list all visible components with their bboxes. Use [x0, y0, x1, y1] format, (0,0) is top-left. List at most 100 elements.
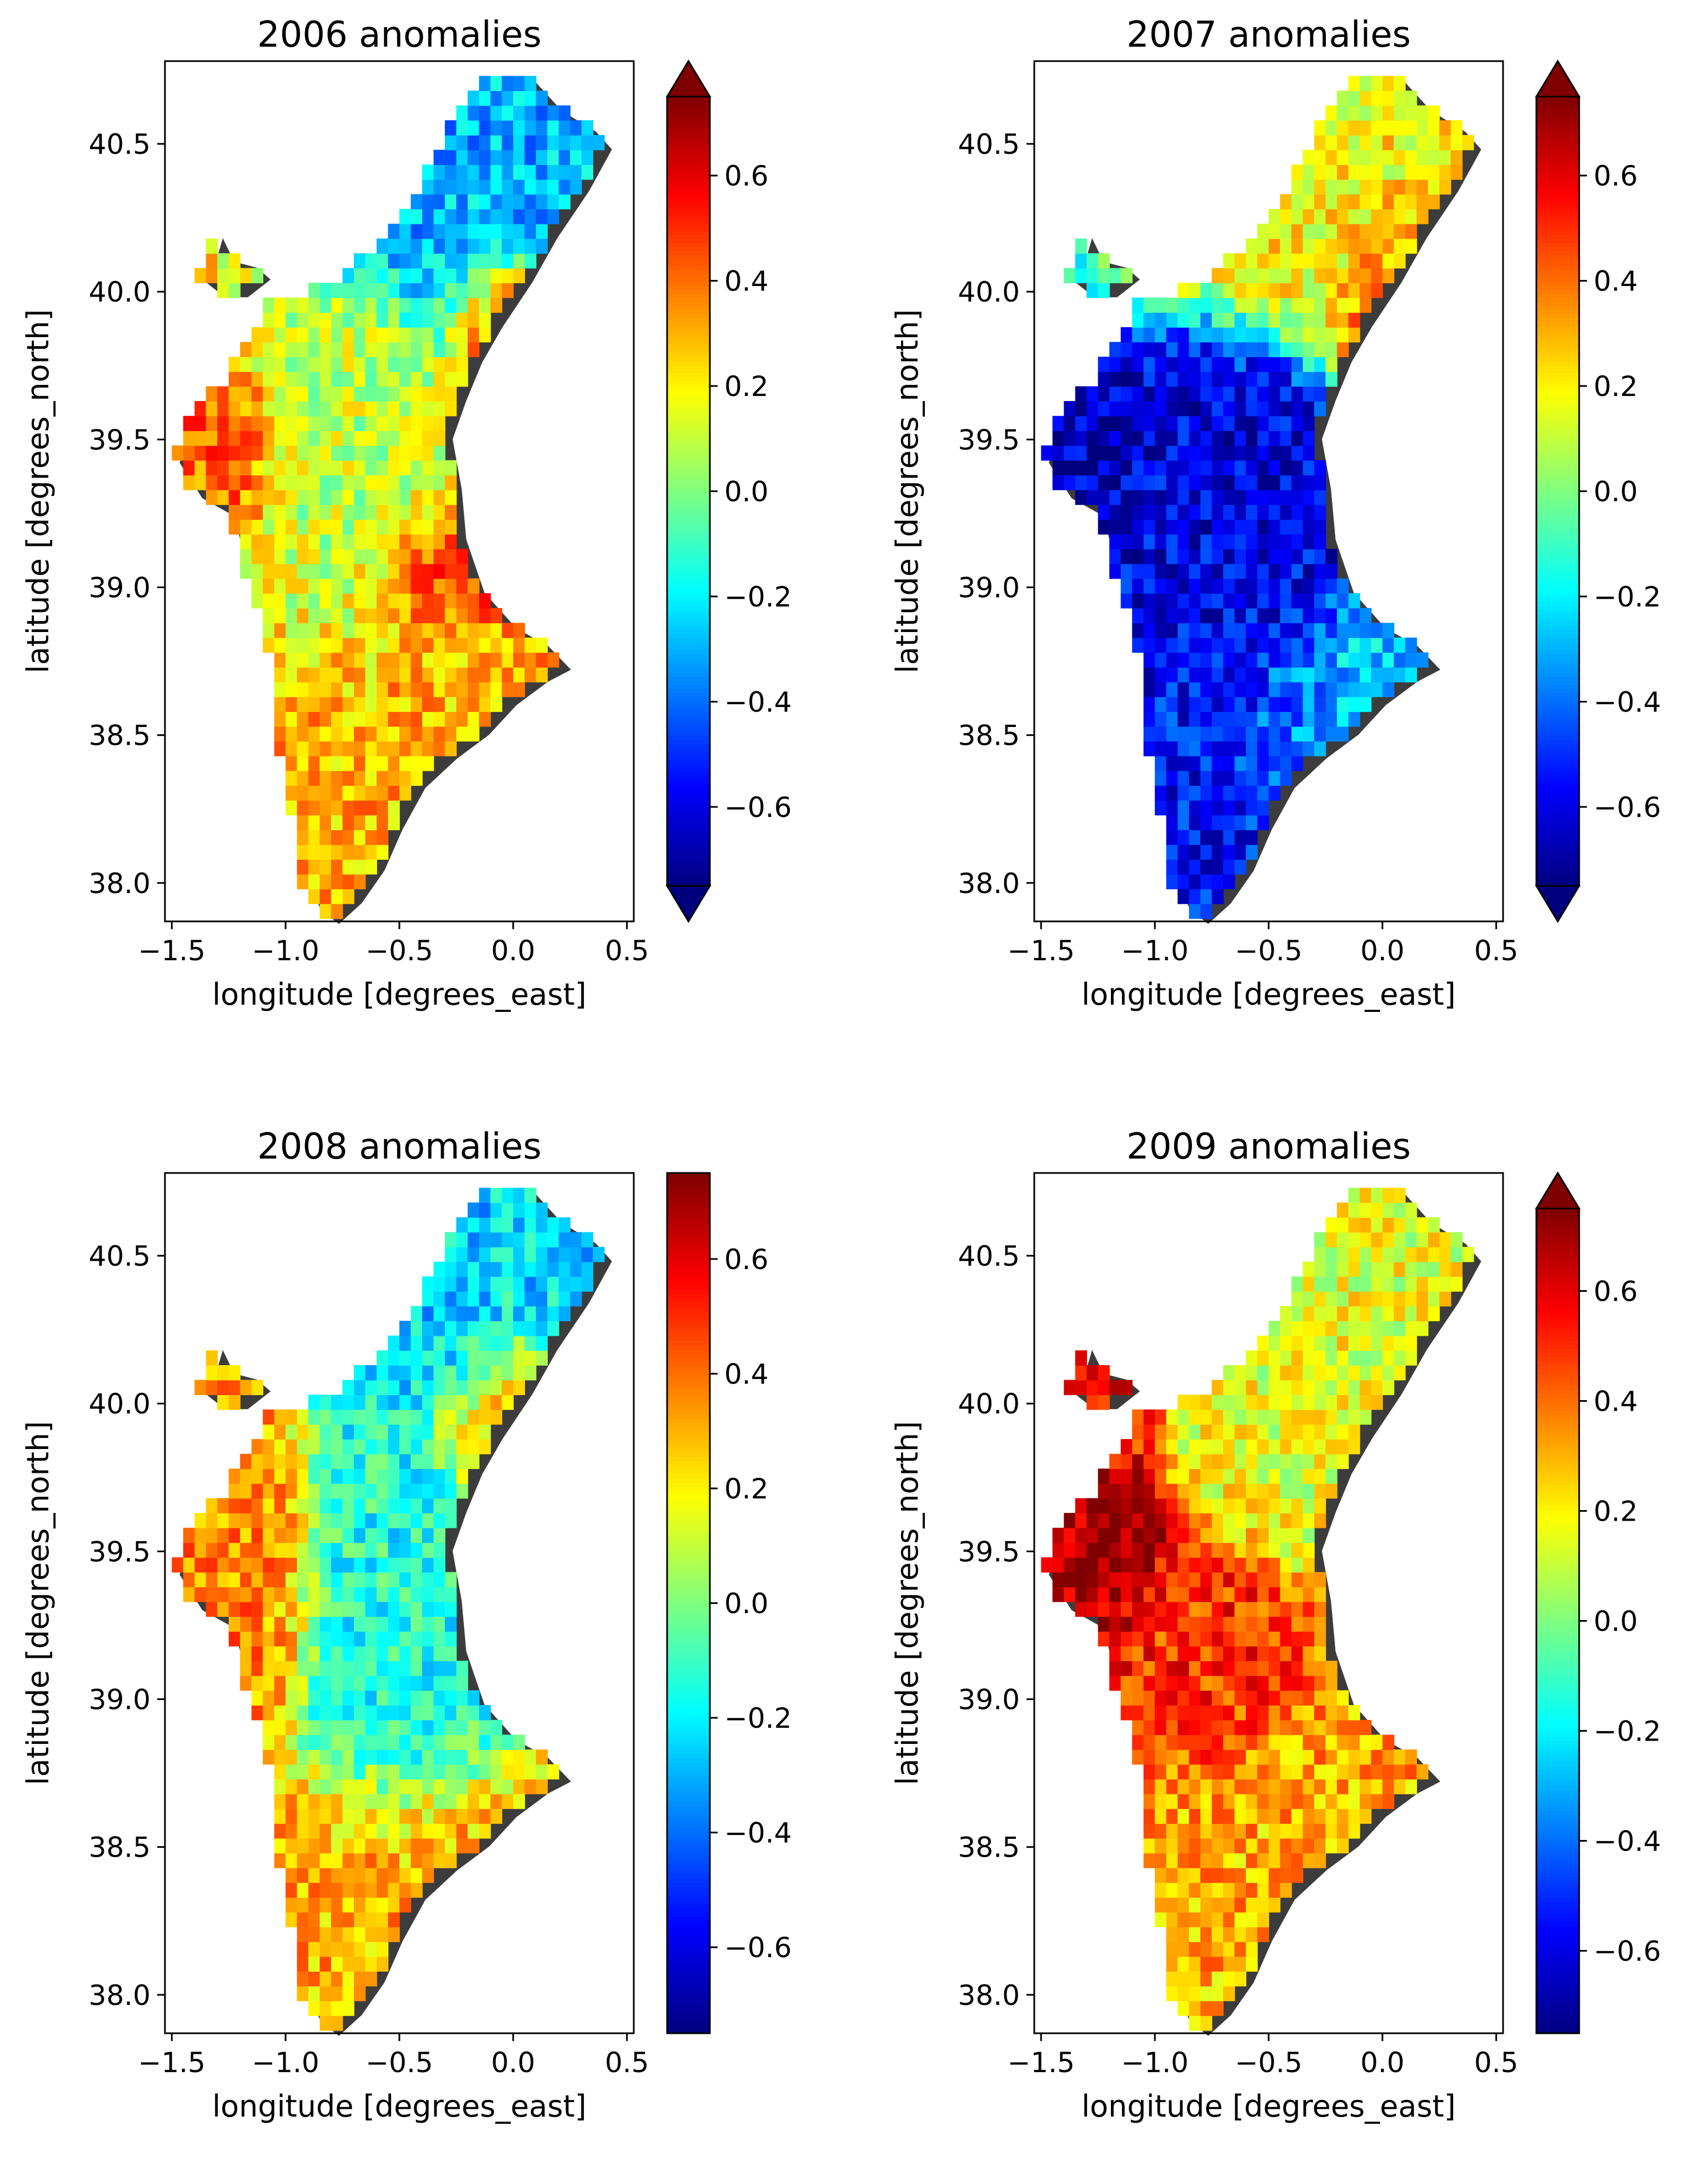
heatmap-cell: [1246, 1527, 1258, 1543]
heatmap-cell: [410, 1409, 423, 1425]
heatmap-cell: [319, 415, 332, 432]
heatmap-cell: [1166, 1779, 1178, 1794]
heatmap-cell: [1314, 1675, 1326, 1691]
heatmap-cell: [377, 741, 389, 756]
heatmap-cell: [1303, 268, 1315, 283]
heatmap-cell: [388, 357, 400, 372]
heatmap-cell: [1086, 1557, 1099, 1573]
heatmap-cell: [524, 1187, 537, 1203]
heatmap-cell: [1223, 1779, 1235, 1794]
heatmap-cell: [399, 1897, 412, 1913]
heatmap-cell: [1269, 1823, 1281, 1839]
heatmap-cell: [377, 297, 389, 313]
heatmap-cell: [479, 1734, 491, 1750]
heatmap-cell: [1223, 297, 1235, 313]
heatmap-cell: [410, 534, 423, 550]
heatmap-cell: [1359, 76, 1372, 91]
heatmap-cell: [1280, 342, 1292, 358]
heatmap-cell: [1280, 1335, 1292, 1351]
heatmap-cell: [331, 1395, 343, 1410]
heatmap-cell: [251, 549, 263, 564]
heatmap-cell: [1348, 696, 1360, 712]
heatmap-cell: [1223, 386, 1235, 402]
heatmap-cell: [297, 593, 309, 609]
colorbar-band: [667, 641, 710, 646]
y-tick-label: 40.0: [89, 1388, 151, 1420]
colorbar-band: [667, 223, 710, 228]
colorbar-band: [1536, 1922, 1579, 1927]
heatmap-cell: [1234, 1572, 1246, 1587]
heatmap-cell: [1371, 268, 1383, 283]
heatmap-cell: [433, 1631, 445, 1647]
heatmap-cell: [524, 164, 537, 180]
heatmap-cell: [1189, 1867, 1201, 1883]
heatmap-cell: [1166, 430, 1178, 446]
heatmap-cell: [399, 1468, 412, 1484]
heatmap-cell: [1166, 578, 1178, 594]
heatmap-cell: [524, 638, 537, 653]
heatmap-cell: [251, 268, 263, 283]
colorbar-band: [1536, 463, 1579, 468]
heatmap-cell: [1189, 357, 1201, 372]
heatmap-cell: [1211, 1468, 1224, 1484]
heatmap-cell: [1155, 1661, 1167, 1676]
heatmap-cell: [444, 1365, 457, 1381]
heatmap-cell: [388, 1527, 400, 1543]
heatmap-cell: [342, 504, 354, 520]
colorbar-band: [1536, 1653, 1579, 1658]
colorbar-band: [667, 1216, 710, 1221]
heatmap-cell: [1223, 415, 1235, 432]
heatmap-cell: [1189, 1705, 1201, 1721]
heatmap-cell: [399, 504, 412, 520]
heatmap-cell: [1280, 371, 1292, 387]
heatmap-cell: [342, 800, 354, 816]
heatmap-cell: [263, 460, 275, 475]
heatmap-cell: [444, 696, 457, 712]
heatmap-cell: [388, 1719, 400, 1736]
colorbar-band: [1536, 1596, 1579, 1601]
heatmap-cell: [388, 1690, 400, 1706]
heatmap-cell: [274, 357, 286, 372]
heatmap-cell: [1257, 1867, 1269, 1883]
heatmap-cell: [1189, 534, 1201, 550]
colorbar-band: [667, 104, 710, 109]
heatmap-cell: [1348, 608, 1360, 624]
colorbar-band: [667, 1401, 710, 1406]
heatmap-cell: [274, 623, 286, 638]
colorbar-band: [667, 1443, 710, 1449]
heatmap-cell: [1371, 1276, 1383, 1292]
heatmap-cell: [240, 415, 252, 432]
heatmap-cell: [297, 386, 309, 402]
heatmap-cell: [274, 534, 286, 550]
heatmap-cell: [1371, 1764, 1383, 1779]
heatmap-cell: [1382, 1350, 1395, 1366]
heatmap-cell: [1359, 1793, 1372, 1809]
colorbar-band: [1536, 254, 1579, 259]
heatmap-cell: [319, 1956, 332, 1972]
heatmap-cell: [1246, 815, 1258, 830]
heatmap-cell: [308, 1557, 320, 1573]
heatmap-cell: [1359, 149, 1372, 166]
heatmap-cell: [513, 194, 525, 209]
heatmap-cell: [1416, 179, 1429, 195]
heatmap-cell: [1314, 1572, 1326, 1587]
heatmap-cell: [422, 1808, 434, 1824]
colorbar-band: [1536, 669, 1579, 673]
heatmap-cell: [410, 1498, 423, 1513]
heatmap-cell: [1246, 1616, 1258, 1632]
heatmap-cell: [240, 563, 252, 579]
colorbar-band: [1536, 455, 1579, 460]
heatmap-cell: [1371, 1734, 1383, 1750]
heatmap-cell: [1166, 667, 1178, 683]
heatmap-cell: [1143, 1646, 1155, 1662]
colorbar-band: [667, 1388, 710, 1393]
heatmap-cell: [285, 623, 298, 638]
colorbar-band: [1536, 333, 1579, 338]
colorbar-band: [667, 1285, 710, 1290]
heatmap-cell: [1098, 475, 1110, 490]
colorbar-band: [667, 720, 710, 725]
heatmap-cell: [433, 741, 445, 756]
heatmap-cell: [1178, 1912, 1190, 1928]
heatmap-cell: [1257, 593, 1269, 609]
y-tick-label: 38.0: [958, 868, 1020, 900]
